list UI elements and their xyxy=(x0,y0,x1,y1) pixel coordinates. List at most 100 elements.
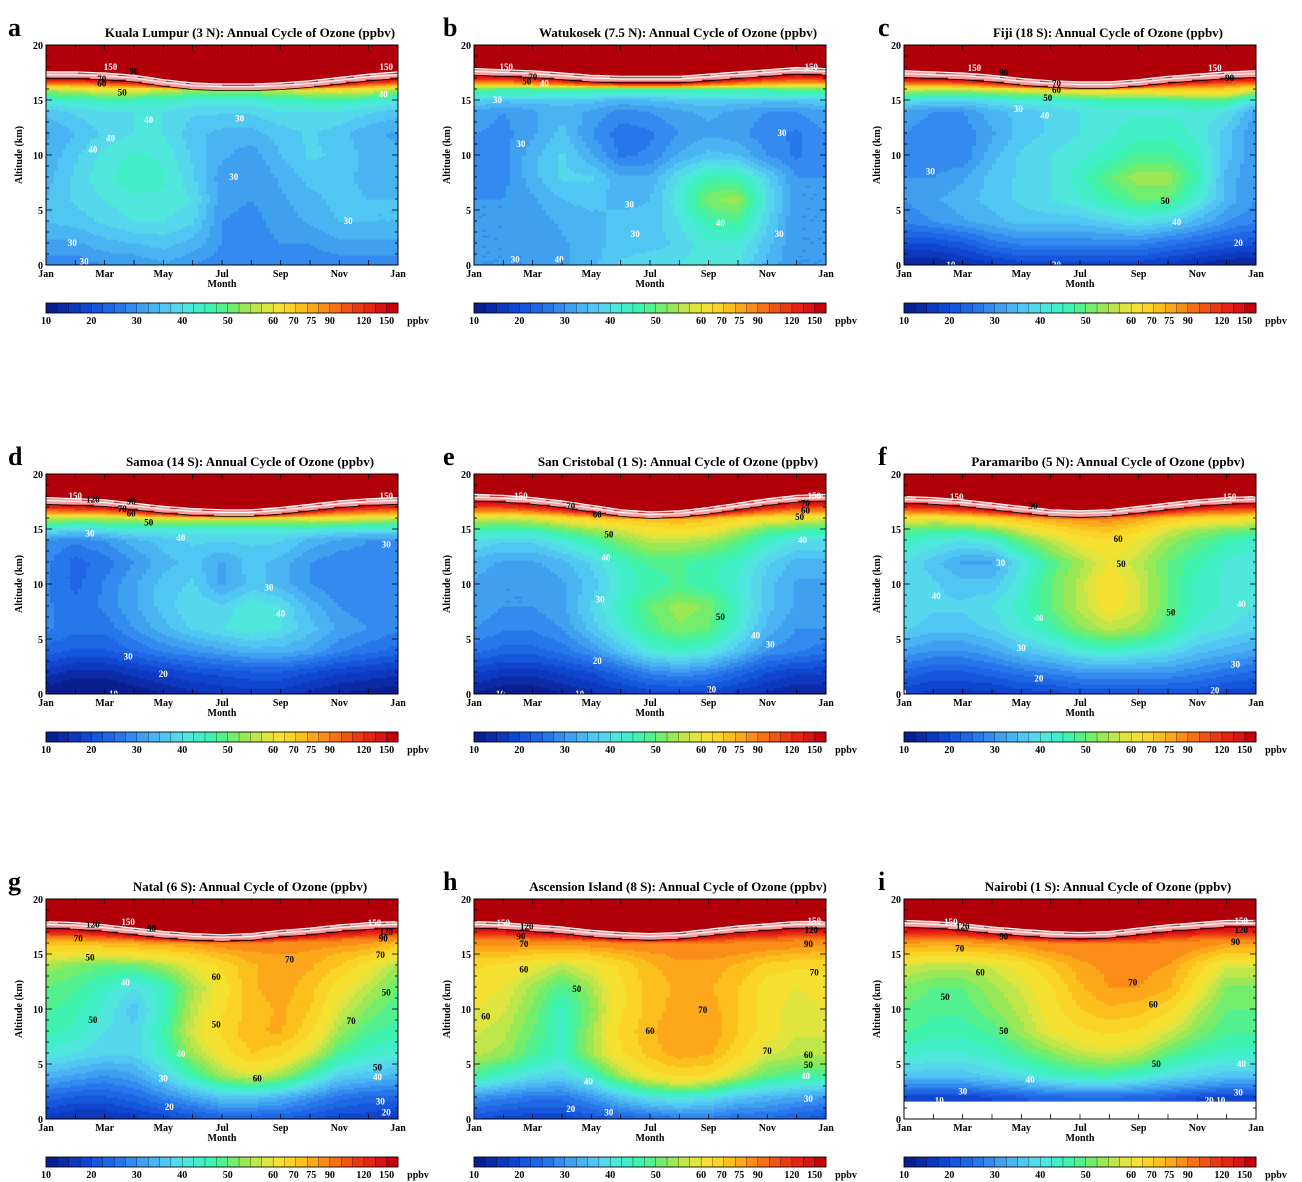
colorbar-swatch xyxy=(273,303,285,313)
colorbar-swatch xyxy=(1052,1157,1064,1167)
x-axis-label: Month xyxy=(1066,279,1095,290)
contour-label: 120 xyxy=(956,922,970,932)
colorbar-unit: ppbv xyxy=(835,1170,857,1181)
x-tick-label: Nov xyxy=(759,698,776,709)
colorbar-label: 10 xyxy=(899,1170,909,1181)
colorbar-label: 50 xyxy=(223,1170,233,1181)
colorbar-swatch xyxy=(1018,1157,1030,1167)
colorbar-label: 90 xyxy=(325,1170,335,1181)
panel-title: Watukosek (7.5 N): Annual Cycle of Ozone… xyxy=(539,25,817,40)
colorbar-label: 70 xyxy=(717,1170,727,1181)
contour-label: 20 xyxy=(165,1102,175,1112)
colorbar-swatch xyxy=(622,1157,634,1167)
contour-label: 40 xyxy=(176,533,186,543)
y-tick-label: 5 xyxy=(896,635,901,646)
colorbar-swatch xyxy=(690,732,702,742)
y-tick-label: 20 xyxy=(891,895,901,906)
contour-label: 90 xyxy=(379,934,389,944)
colorbar-swatch xyxy=(1086,732,1098,742)
contour-label: 30 xyxy=(604,1107,614,1117)
colorbar-swatch xyxy=(474,303,486,313)
colorbar-label: 120 xyxy=(784,745,799,756)
contour-label: 30 xyxy=(996,558,1006,568)
colorbar-swatch xyxy=(690,1157,702,1167)
x-tick-label: Jan xyxy=(466,269,482,280)
contour-label: 60 xyxy=(127,509,137,519)
colorbar-swatch xyxy=(553,1157,565,1167)
contour-label: 30 xyxy=(1234,1088,1244,1098)
y-tick-label: 20 xyxy=(33,895,43,906)
colorbar-label: 60 xyxy=(696,1170,706,1181)
colorbar-swatch xyxy=(542,1157,554,1167)
x-tick-label: May xyxy=(154,1123,173,1134)
contour-label: 20 xyxy=(1234,238,1244,248)
panel-f: f Paramaribo (5 N): Annual Cycle of Ozone… xyxy=(872,442,1287,756)
colorbar-swatch xyxy=(262,732,274,742)
colorbar-label: 90 xyxy=(325,316,335,327)
colorbar-swatch xyxy=(1154,1157,1166,1167)
colorbar-swatch xyxy=(160,1157,172,1167)
colorbar-label: 50 xyxy=(651,1170,661,1181)
colorbar-swatch xyxy=(91,732,103,742)
contour-label: 70 xyxy=(566,501,576,511)
colorbar-swatch xyxy=(949,303,961,313)
colorbar-swatch xyxy=(296,303,308,313)
colorbar-swatch xyxy=(758,732,770,742)
contour-label: 30 xyxy=(804,1094,814,1104)
colorbar-swatch xyxy=(160,732,172,742)
colorbar-label: 30 xyxy=(132,316,142,327)
colorbar-label: 60 xyxy=(268,1170,278,1181)
colorbar-label: 20 xyxy=(944,745,954,756)
colorbar-swatch xyxy=(1188,732,1200,742)
y-axis-label: Altitude (km) xyxy=(14,980,25,1038)
colorbar-label: 10 xyxy=(41,316,51,327)
colorbar-swatch xyxy=(182,1157,194,1167)
colorbar-swatch xyxy=(341,1157,353,1167)
panel-d: d Samoa (14 S): Annual Cycle of Ozone (pp… xyxy=(8,442,429,756)
colorbar-swatch xyxy=(1199,1157,1211,1167)
colorbar-swatch xyxy=(915,303,927,313)
colorbar-swatch xyxy=(995,1157,1007,1167)
colorbar-label: 20 xyxy=(86,1170,96,1181)
colorbar-swatch xyxy=(375,303,387,313)
x-tick-label: Mar xyxy=(523,269,542,280)
colorbar-label: 60 xyxy=(696,745,706,756)
colorbar-swatch xyxy=(712,1157,724,1167)
colorbar-swatch xyxy=(667,303,679,313)
colorbar-label: 20 xyxy=(86,316,96,327)
colorbar-swatch xyxy=(1233,303,1245,313)
contour-label: 30 xyxy=(775,229,785,239)
panel-letter: d xyxy=(8,442,23,471)
contour-label: 40 xyxy=(798,535,808,545)
contour-label: 60 xyxy=(593,510,603,520)
x-tick-label: Jan xyxy=(38,1123,54,1134)
x-tick-label: Sep xyxy=(273,1123,289,1134)
x-axis-label: Month xyxy=(636,1133,665,1144)
contour-label: 150 xyxy=(514,491,528,501)
x-axis-label: Month xyxy=(1066,708,1095,719)
colorbar-swatch xyxy=(1040,1157,1052,1167)
colorbar-label: 120 xyxy=(356,745,371,756)
colorbar-swatch xyxy=(781,732,793,742)
colorbar-swatch xyxy=(57,732,69,742)
colorbar-swatch xyxy=(319,732,331,742)
colorbar-swatch xyxy=(599,1157,611,1167)
contour-label: 90 xyxy=(1225,73,1235,83)
colorbar-label: 20 xyxy=(514,316,524,327)
colorbar-swatch xyxy=(633,1157,645,1167)
colorbar-swatch xyxy=(125,732,137,742)
colorbar-swatch xyxy=(1222,1157,1234,1167)
colorbar-swatch xyxy=(1188,303,1200,313)
colorbar-swatch xyxy=(250,732,262,742)
colorbar-swatch xyxy=(319,1157,331,1167)
colorbar-swatch xyxy=(983,1157,995,1167)
colorbar-swatch xyxy=(1040,303,1052,313)
contour-label: 50 xyxy=(941,992,951,1002)
colorbar-swatch xyxy=(182,303,194,313)
contour-label: 20 xyxy=(159,669,169,679)
colorbar-swatch xyxy=(1131,1157,1143,1167)
colorbar-label: 50 xyxy=(1081,1170,1091,1181)
contour-label: 150 xyxy=(104,62,118,72)
colorbar-label: 120 xyxy=(1214,316,1229,327)
